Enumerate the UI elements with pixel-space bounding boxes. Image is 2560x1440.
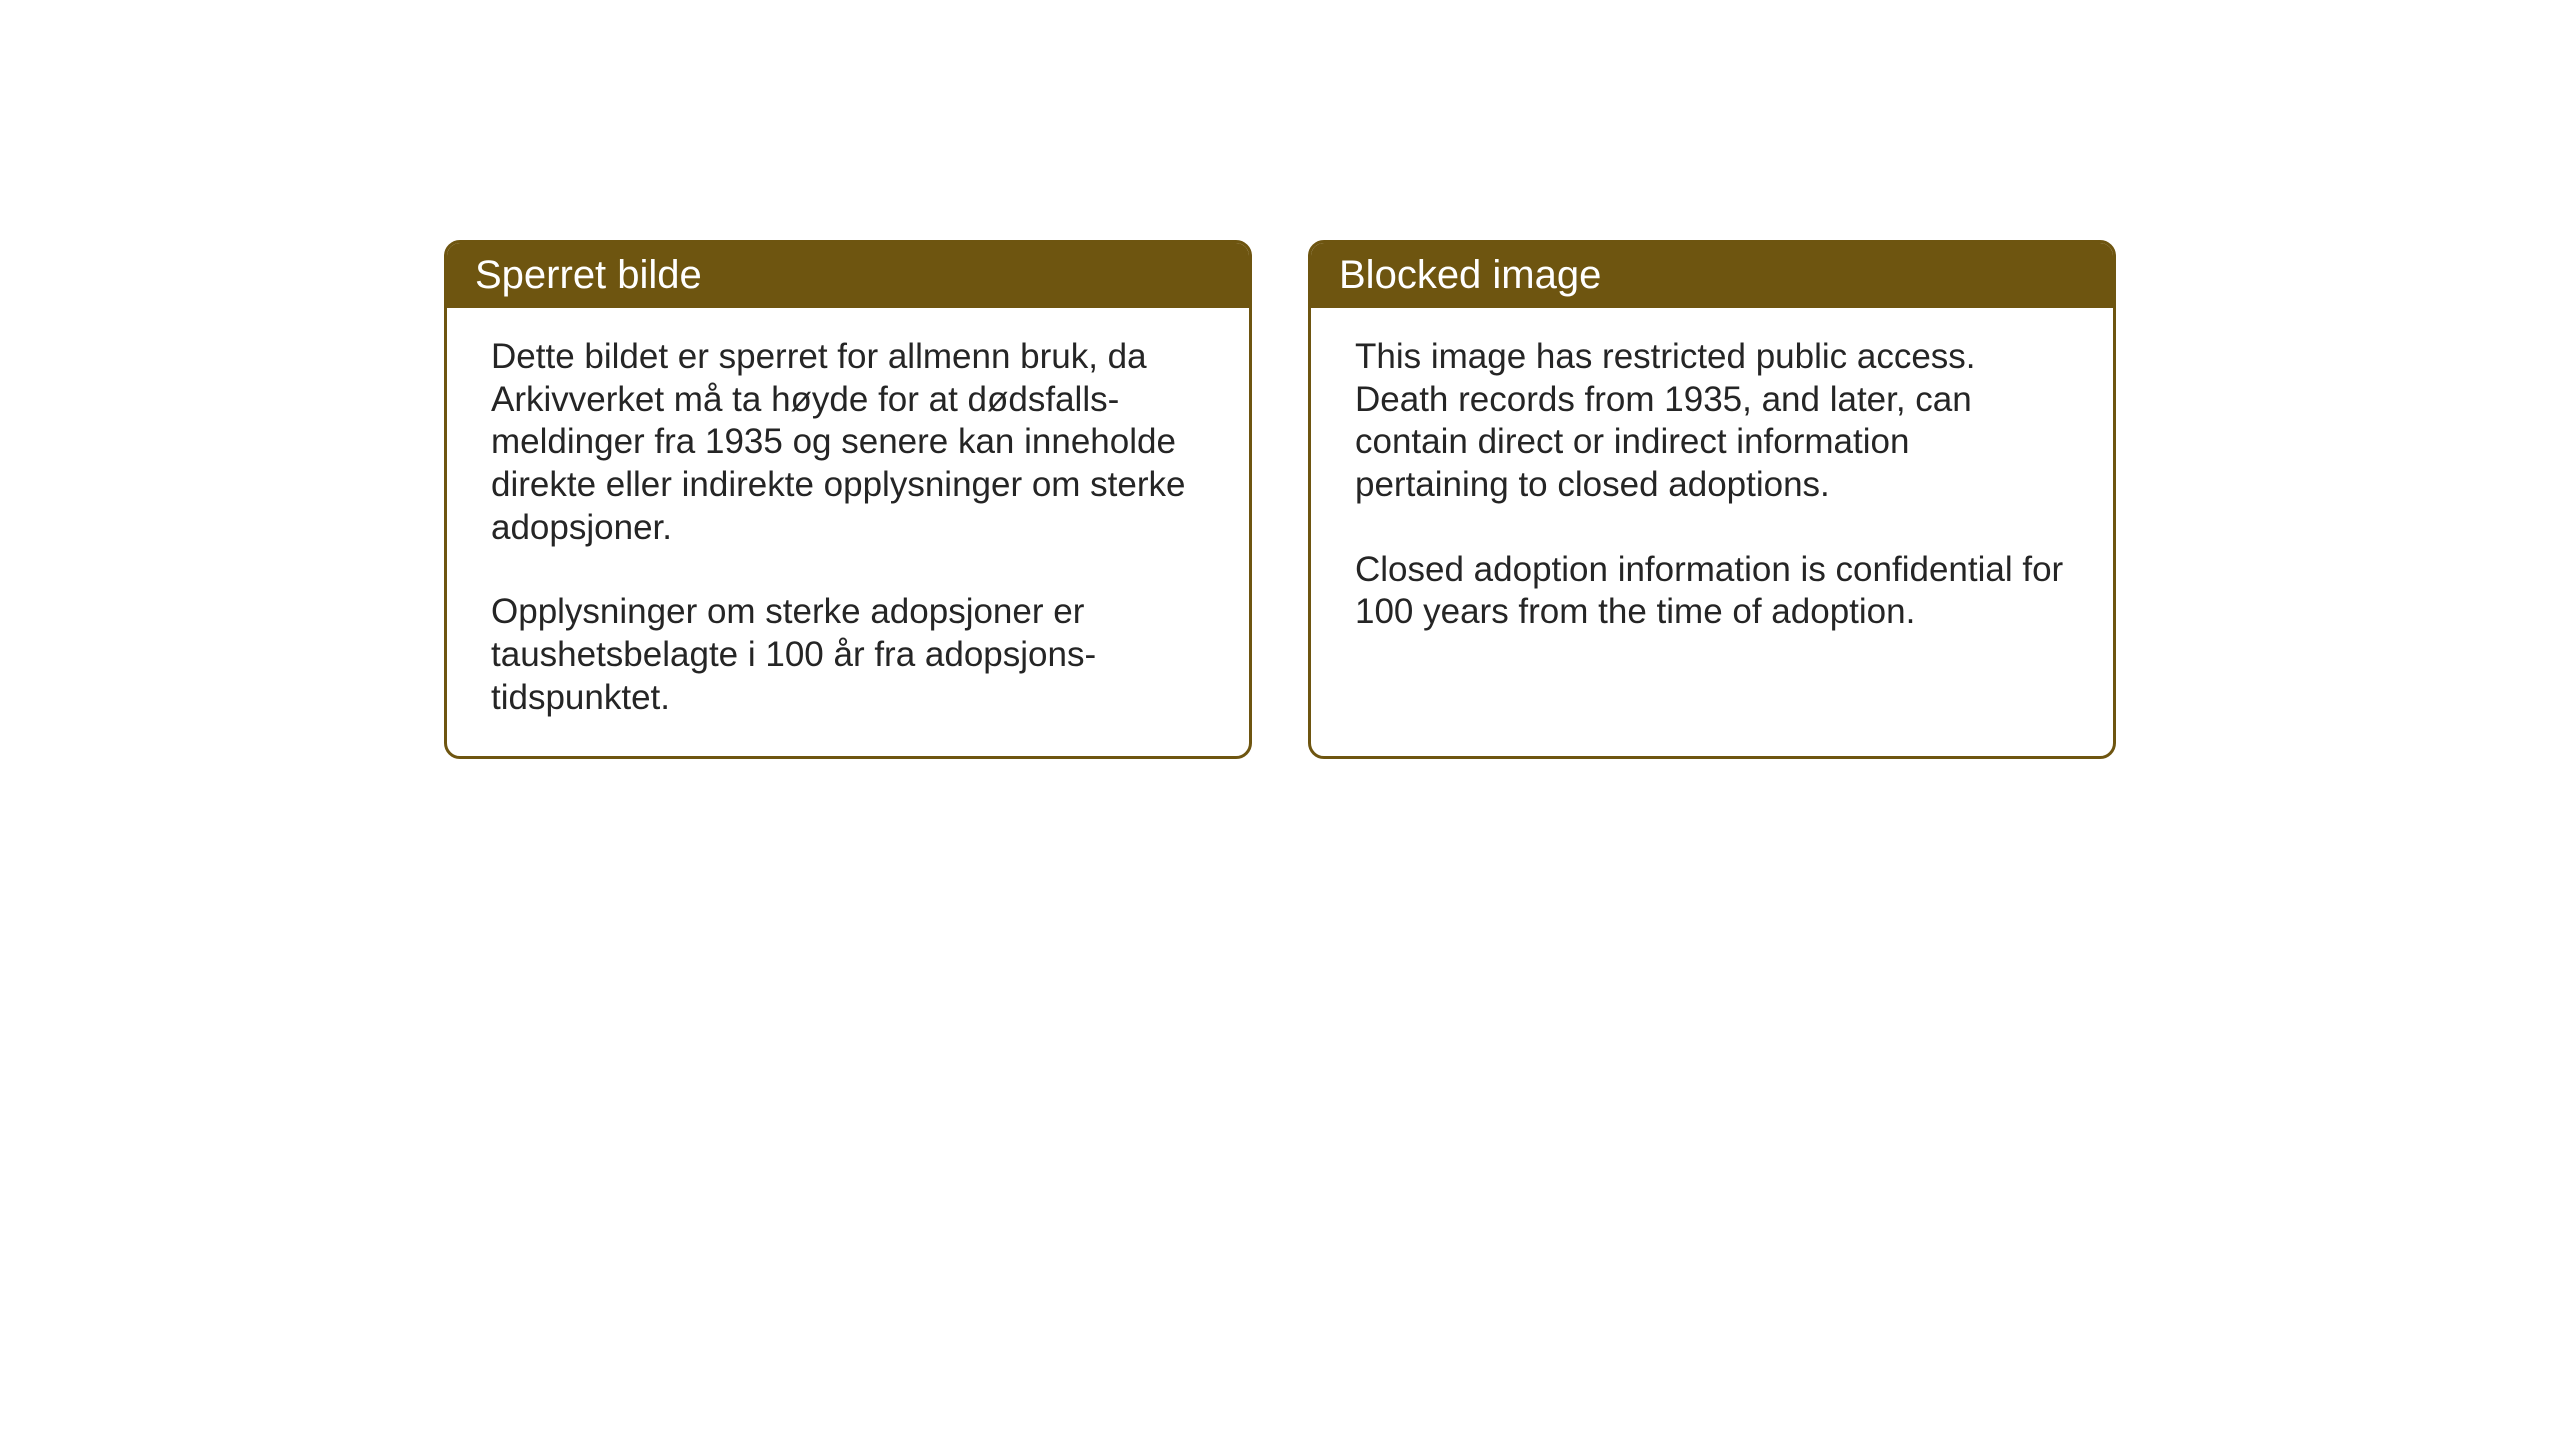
paragraph-spacer	[1355, 507, 2069, 549]
card-paragraph-1-norwegian: Dette bildet er sperret for allmenn bruk…	[491, 336, 1205, 549]
card-header-norwegian: Sperret bilde	[447, 243, 1249, 308]
notice-card-english: Blocked image This image has restricted …	[1308, 240, 2116, 759]
card-paragraph-2-norwegian: Opplysninger om sterke adopsjoner er tau…	[491, 591, 1205, 719]
card-paragraph-2-english: Closed adoption information is confident…	[1355, 549, 2069, 634]
card-title-english: Blocked image	[1339, 253, 1601, 297]
notice-container: Sperret bilde Dette bildet er sperret fo…	[444, 240, 2116, 759]
card-paragraph-1-english: This image has restricted public access.…	[1355, 336, 2069, 507]
notice-card-norwegian: Sperret bilde Dette bildet er sperret fo…	[444, 240, 1252, 759]
paragraph-spacer	[491, 549, 1205, 591]
card-body-norwegian: Dette bildet er sperret for allmenn bruk…	[447, 308, 1249, 756]
card-header-english: Blocked image	[1311, 243, 2113, 308]
card-body-english: This image has restricted public access.…	[1311, 308, 2113, 728]
card-title-norwegian: Sperret bilde	[475, 253, 702, 297]
